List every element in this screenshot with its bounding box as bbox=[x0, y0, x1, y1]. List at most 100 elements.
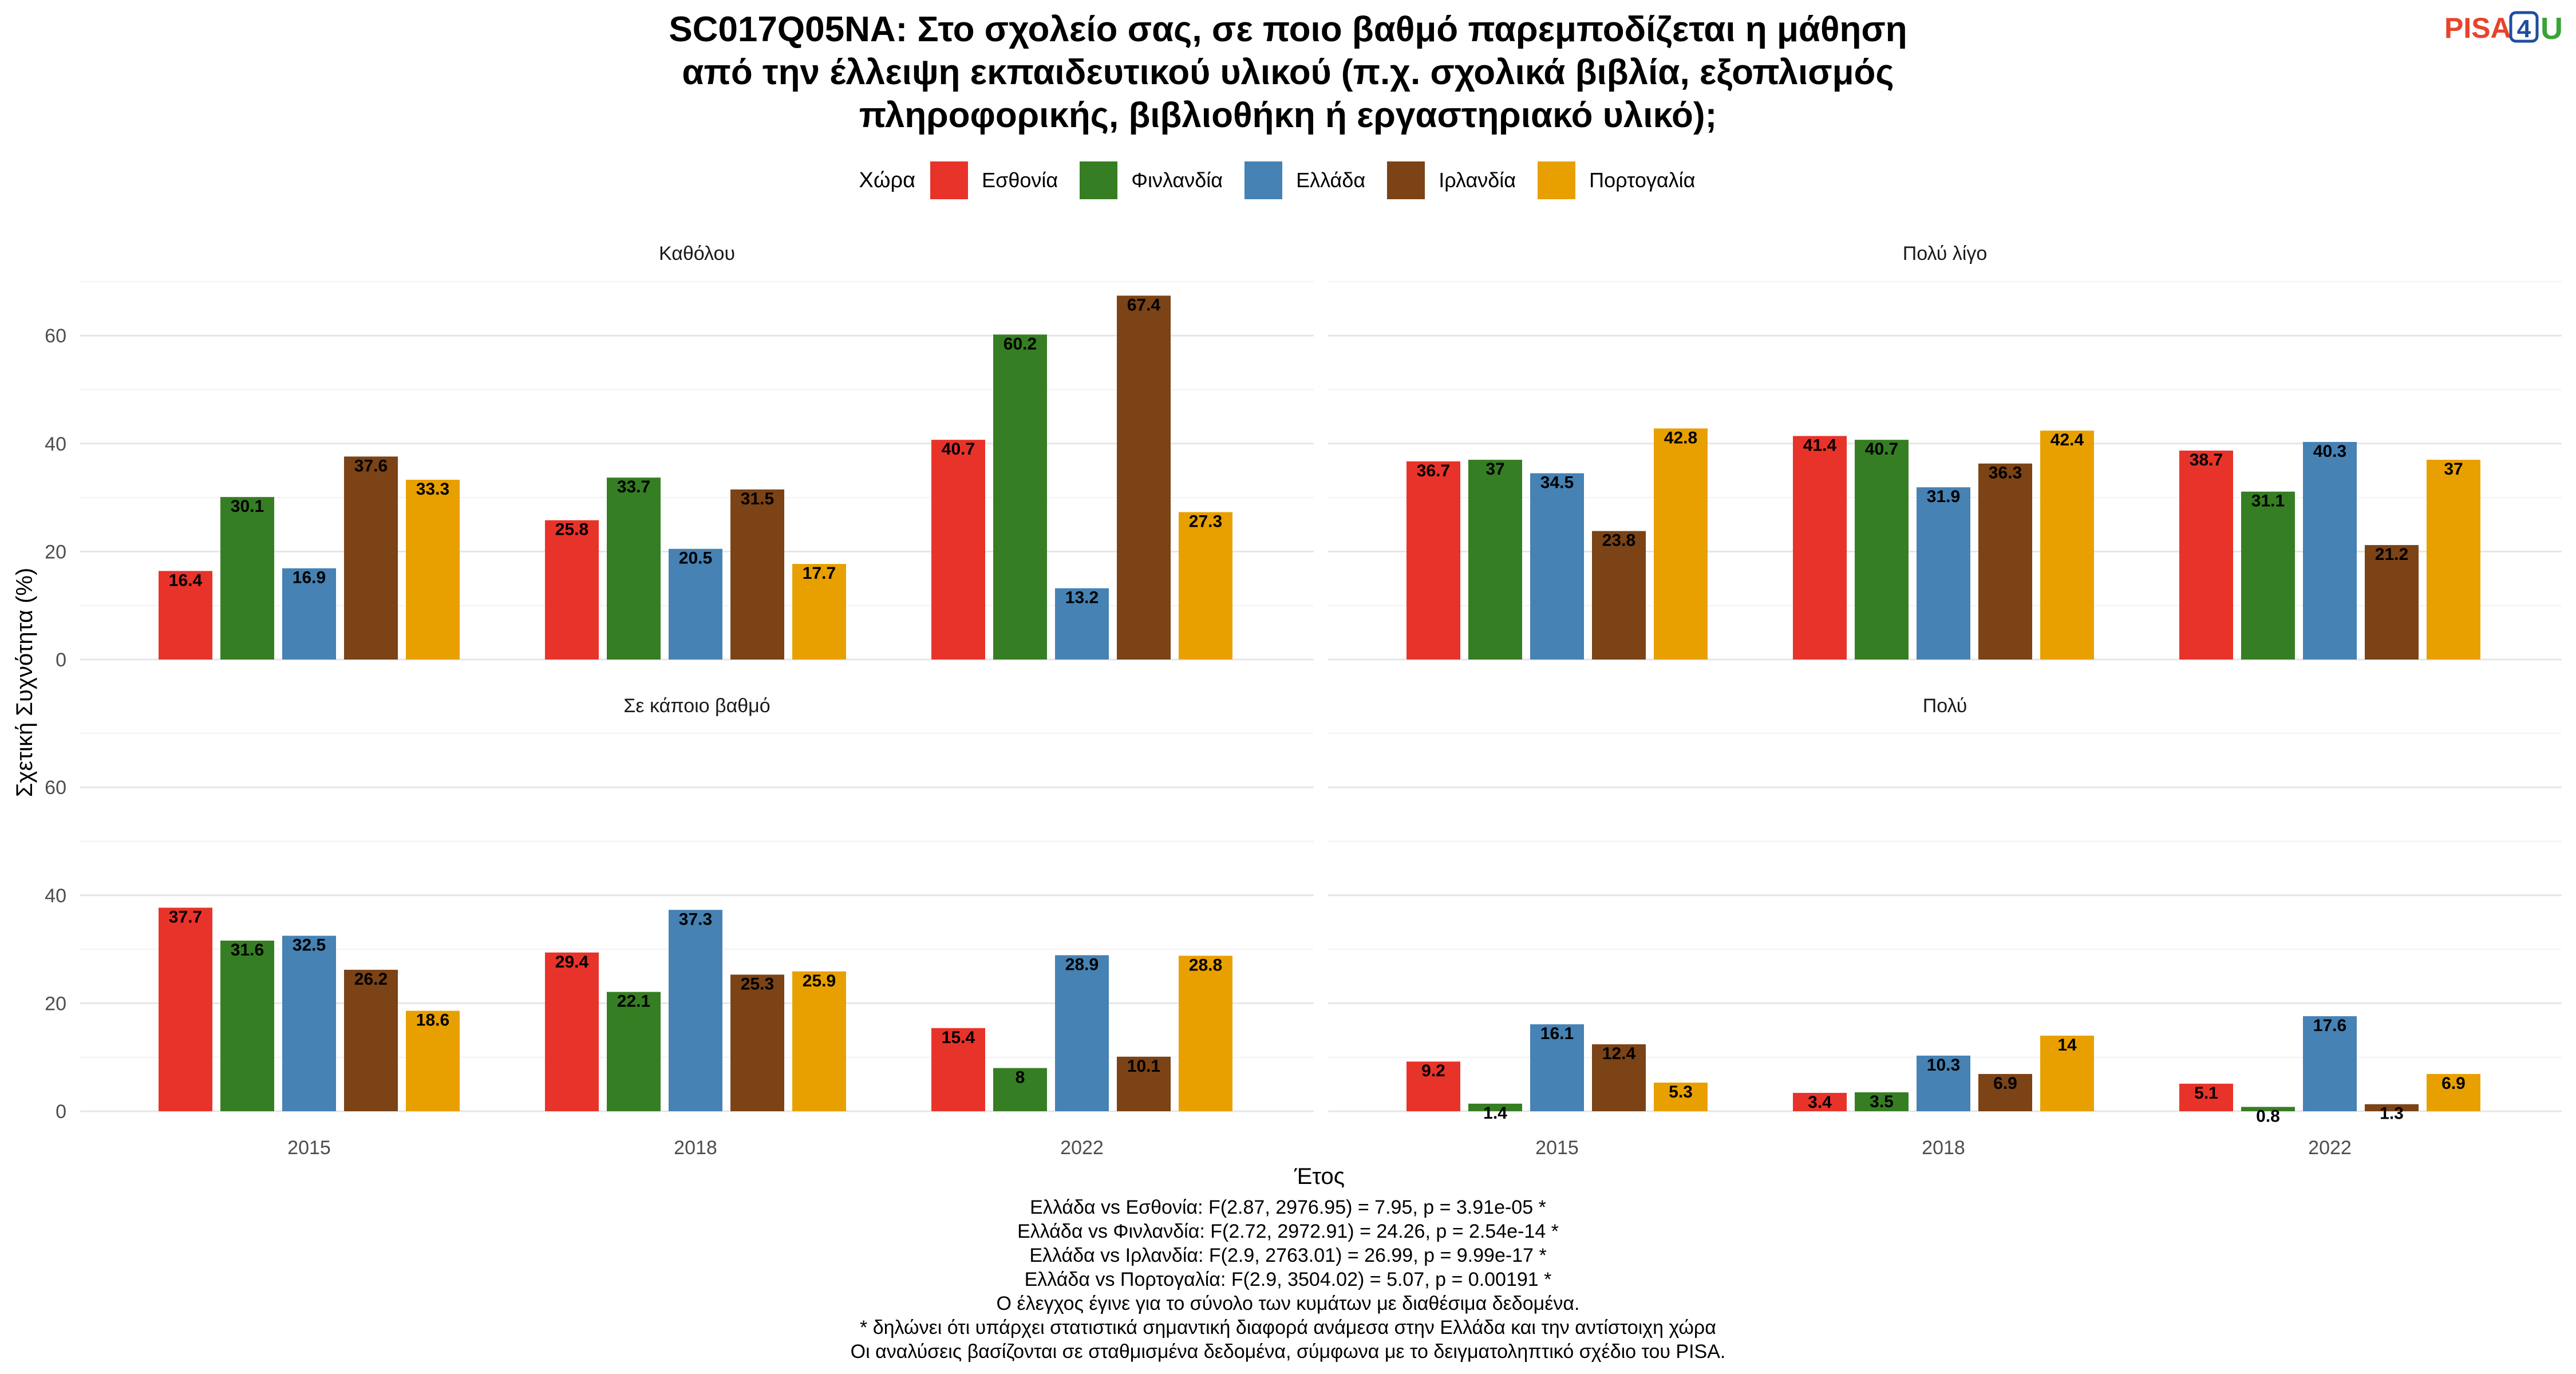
bar-value-label: 1.4 bbox=[1483, 1104, 1507, 1123]
logo-text-pisa: PISA bbox=[2444, 12, 2511, 44]
facet-strip-label: Σε κάποιο βαθμό bbox=[623, 695, 770, 717]
logo-text-u: U bbox=[2541, 11, 2563, 45]
bar-value-label: 9.2 bbox=[1421, 1061, 1445, 1080]
bar-value-label: 32.5 bbox=[293, 936, 326, 955]
bar bbox=[730, 489, 784, 660]
y-tick-label: 0 bbox=[56, 1101, 66, 1123]
bar bbox=[220, 497, 274, 660]
bar bbox=[406, 1010, 460, 1111]
title-line: SC017Q05NA: Στο σχολείο σας, σε ποιο βαθ… bbox=[669, 10, 1907, 49]
bar-value-label: 60.2 bbox=[1003, 334, 1037, 353]
bar-value-label: 12.4 bbox=[1602, 1044, 1636, 1063]
bar-value-label: 41.4 bbox=[1803, 436, 1837, 455]
bar bbox=[220, 941, 274, 1111]
axis-text: Καθόλου Πολύ λίγο Σε κάποιο βαθμό Πολύ 0 20 40… bbox=[45, 243, 2352, 1159]
bar bbox=[2427, 460, 2480, 660]
bar bbox=[1117, 1056, 1171, 1111]
x-tick-label: 2018 bbox=[674, 1137, 717, 1159]
footnote-line: Ελλάδα vs Πορτογαλία: F(2.9, 3504.02) = … bbox=[1024, 1269, 1552, 1290]
y-tick-label: 20 bbox=[45, 541, 66, 563]
bar-value-label: 40.3 bbox=[2313, 442, 2346, 461]
bar-value-label: 25.3 bbox=[741, 974, 774, 993]
bar-value-label: 5.3 bbox=[1669, 1083, 1693, 1101]
bar-value-label: 34.5 bbox=[1540, 473, 1574, 492]
bar bbox=[2303, 1016, 2357, 1111]
data-labels: 16.4 30.1 16.9 37.6 33.3 25.8 33.7 20.5 31.5 17.7… bbox=[169, 295, 2466, 1126]
bar bbox=[1592, 1044, 1646, 1111]
bar-value-label: 33.3 bbox=[416, 480, 449, 499]
bar-value-label: 15.4 bbox=[942, 1028, 975, 1047]
bar bbox=[993, 334, 1047, 660]
bar bbox=[669, 548, 722, 660]
title-line: πληροφορικής, βιβλιοθήκη ή εργαστηριακό … bbox=[859, 96, 1717, 135]
bar-value-label: 10.3 bbox=[1927, 1056, 1960, 1075]
bar-value-label: 22.1 bbox=[617, 992, 650, 1011]
y-tick-label: 40 bbox=[45, 885, 66, 907]
bar-value-label: 21.2 bbox=[2375, 545, 2408, 564]
bar-value-label: 36.3 bbox=[1989, 464, 2022, 483]
bar bbox=[1855, 1092, 1909, 1111]
footnote-line: Ελλάδα vs Φινλανδία: F(2.72, 2972.91) = … bbox=[1017, 1221, 1559, 1242]
bar bbox=[1793, 436, 1847, 660]
bar-value-label: 18.6 bbox=[416, 1011, 449, 1030]
bar-value-label: 37 bbox=[2444, 460, 2463, 479]
bar-value-label: 16.1 bbox=[1540, 1024, 1574, 1043]
legend-label: Ιρλανδία bbox=[1439, 168, 1516, 192]
bar bbox=[1406, 1061, 1460, 1111]
bar bbox=[1978, 463, 2032, 660]
bar-value-label: 31.5 bbox=[741, 489, 774, 508]
y-tick-label: 0 bbox=[56, 649, 66, 671]
bar bbox=[607, 477, 661, 660]
footnote-line: Οι αναλύσεις βασίζονται σε σταθμισμένα δ… bbox=[850, 1341, 1726, 1363]
bar bbox=[159, 907, 212, 1111]
bar bbox=[344, 456, 398, 660]
footnotes: Ελλάδα vs Εσθονία: F(2.87, 2976.95) = 7.… bbox=[0, 1195, 2576, 1364]
bar-value-label: 38.7 bbox=[2190, 451, 2223, 469]
bar bbox=[1530, 1024, 1584, 1111]
bar-value-label: 17.6 bbox=[2313, 1016, 2346, 1035]
bar-value-label: 37.6 bbox=[354, 456, 388, 475]
bar-value-label: 14 bbox=[2057, 1036, 2077, 1055]
bar bbox=[282, 568, 336, 660]
bar bbox=[1179, 956, 1232, 1111]
bar bbox=[2179, 451, 2233, 660]
bar bbox=[1917, 1055, 1970, 1111]
bar-value-label: 40.7 bbox=[942, 440, 975, 459]
legend-item-estonia: Εσθονία bbox=[930, 161, 1058, 199]
bar-value-label: 6.9 bbox=[2441, 1074, 2466, 1093]
bar-value-label: 8 bbox=[1016, 1068, 1025, 1087]
bar bbox=[2040, 1035, 2094, 1111]
bar bbox=[2427, 1073, 2480, 1111]
bar bbox=[545, 952, 599, 1111]
bar bbox=[282, 935, 336, 1111]
bar-value-label: 26.2 bbox=[354, 970, 388, 989]
bar-value-label: 16.9 bbox=[293, 568, 326, 587]
bar-value-label: 40.7 bbox=[1865, 440, 1898, 459]
bar bbox=[1654, 1083, 1708, 1111]
bar bbox=[1793, 1092, 1847, 1111]
bar bbox=[792, 971, 846, 1111]
bar-value-label: 31.6 bbox=[231, 941, 264, 960]
footnote-line: Ελλάδα vs Εσθονία: F(2.87, 2976.95) = 7.… bbox=[1030, 1197, 1546, 1218]
bar bbox=[1592, 531, 1646, 660]
bar-value-label: 16.4 bbox=[169, 571, 203, 590]
logo-text-digit: 4 bbox=[2517, 15, 2531, 43]
bar-value-label: 3.5 bbox=[1870, 1092, 1894, 1111]
bar-value-label: 42.4 bbox=[2050, 431, 2084, 449]
footnote-line: * δηλώνει ότι υπάρχει στατιστικά σημαντι… bbox=[860, 1317, 1716, 1339]
bar bbox=[1468, 1103, 1522, 1111]
bar-value-label: 29.4 bbox=[555, 953, 589, 972]
legend-label: Εσθονία bbox=[982, 168, 1058, 192]
legend-swatch bbox=[1538, 161, 1576, 199]
legend-label: Φινλανδία bbox=[1131, 168, 1223, 192]
x-tick-label: 2018 bbox=[1922, 1137, 1965, 1159]
legend-title: Χώρα bbox=[859, 168, 916, 192]
bar bbox=[406, 479, 460, 660]
bar bbox=[931, 1028, 985, 1111]
bar-value-label: 37.3 bbox=[679, 910, 712, 929]
x-tick-label: 2022 bbox=[2308, 1137, 2352, 1159]
bar-value-label: 30.1 bbox=[231, 497, 264, 516]
bar bbox=[2241, 491, 2295, 660]
x-tick-label: 2015 bbox=[287, 1137, 331, 1159]
